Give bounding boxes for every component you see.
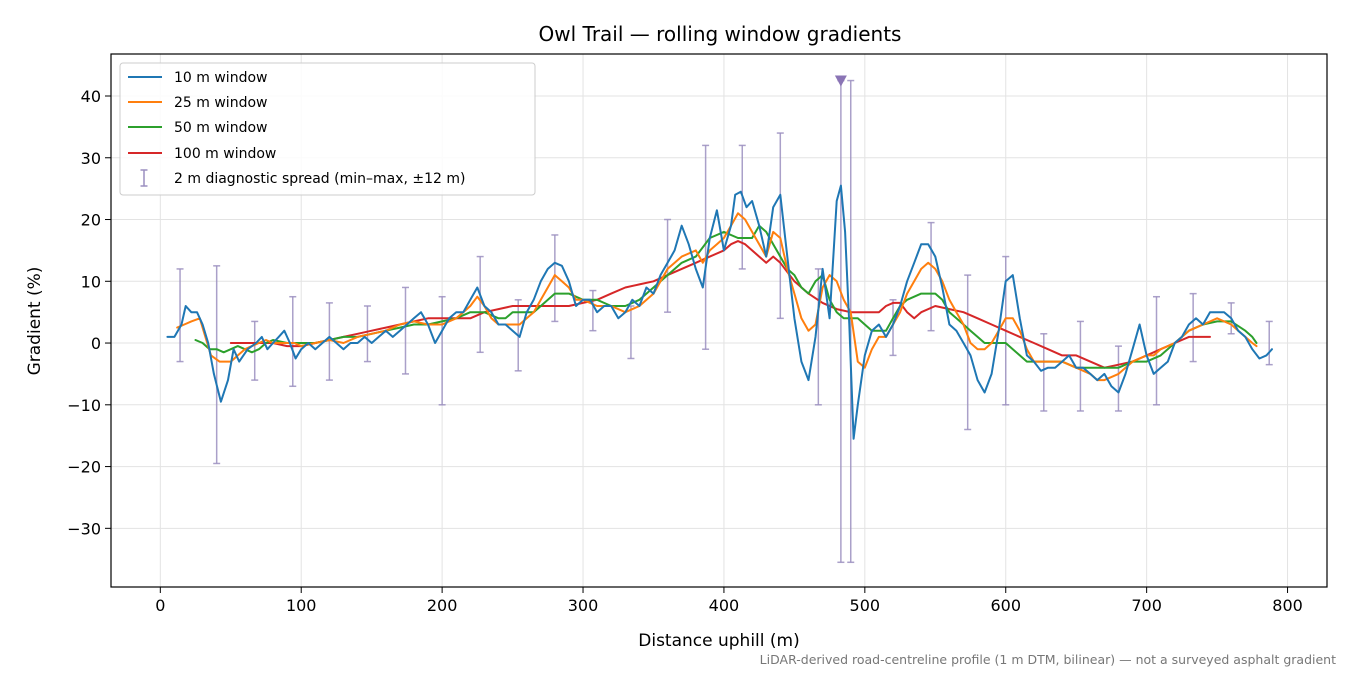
error-bar bbox=[176, 268, 184, 363]
error-bar bbox=[476, 255, 484, 354]
y-axis: −30 −20 −10 0 10 20 30 40 bbox=[67, 87, 111, 538]
error-bar bbox=[814, 268, 822, 406]
error-bar bbox=[589, 289, 597, 332]
x-tick-label: 700 bbox=[1131, 596, 1162, 615]
error-bar bbox=[702, 144, 710, 350]
x-tick-label: 0 bbox=[155, 596, 165, 615]
error-bar bbox=[889, 299, 897, 357]
error-bar bbox=[325, 302, 333, 381]
legend-label: 25 m window bbox=[174, 95, 267, 111]
error-bar bbox=[847, 79, 855, 564]
series-line bbox=[166, 184, 1273, 440]
y-tick-label: −10 bbox=[67, 396, 101, 415]
y-tick-label: 20 bbox=[81, 211, 101, 230]
error-bar bbox=[738, 144, 746, 270]
series-line bbox=[229, 240, 1211, 369]
marker-layer bbox=[834, 75, 847, 87]
x-axis-label: Distance uphill (m) bbox=[638, 631, 799, 651]
chart-title: Owl Trail — rolling window gradients bbox=[539, 22, 902, 46]
x-axis: 0 100 200 300 400 500 600 700 800 bbox=[155, 587, 1303, 615]
error-bar bbox=[551, 234, 559, 323]
y-axis-label: Gradient (%) bbox=[25, 267, 45, 376]
error-bar bbox=[1189, 292, 1197, 363]
y-tick-label: −20 bbox=[67, 458, 101, 477]
error-bar bbox=[1265, 320, 1273, 366]
error-bar bbox=[927, 221, 935, 332]
legend-frame bbox=[119, 62, 536, 196]
y-tick-label: 10 bbox=[81, 272, 101, 291]
y-tick-label: −30 bbox=[67, 519, 101, 538]
y-tick-label: 0 bbox=[91, 334, 101, 353]
plot-frame bbox=[110, 53, 1328, 588]
error-bar bbox=[1114, 345, 1122, 412]
error-bar bbox=[664, 218, 672, 313]
error-bar bbox=[401, 286, 409, 375]
legend-label: 2 m diagnostic spread (min–max, ±12 m) bbox=[174, 171, 465, 187]
x-tick-label: 800 bbox=[1272, 596, 1303, 615]
y-tick-label: 30 bbox=[81, 149, 101, 168]
legend-label: 100 m window bbox=[174, 146, 276, 162]
legend: 10 m window 25 m window 50 m window 100 m w… bbox=[119, 62, 536, 196]
series-line bbox=[176, 212, 1258, 382]
x-tick-label: 100 bbox=[286, 596, 317, 615]
marker-triangle bbox=[834, 75, 847, 87]
legend-label: 50 m window bbox=[174, 120, 267, 136]
x-tick-label: 400 bbox=[709, 596, 740, 615]
error-bar bbox=[776, 132, 784, 320]
y-tick-label: 40 bbox=[81, 87, 101, 106]
error-bar bbox=[438, 295, 446, 406]
legend-label: 10 m window bbox=[174, 70, 267, 86]
error-bar bbox=[1076, 320, 1084, 412]
x-tick-label: 500 bbox=[850, 596, 881, 615]
x-tick-label: 300 bbox=[568, 596, 599, 615]
error-bar bbox=[627, 305, 635, 360]
series-line bbox=[194, 224, 1258, 369]
footnote: LiDAR-derived road-centreline profile (1… bbox=[760, 652, 1336, 667]
series-lines bbox=[166, 184, 1273, 440]
error-bar bbox=[289, 295, 297, 388]
x-tick-label: 200 bbox=[427, 596, 458, 615]
error-bar bbox=[837, 79, 845, 564]
error-bar bbox=[213, 265, 221, 465]
x-tick-label: 600 bbox=[990, 596, 1021, 615]
grid bbox=[111, 54, 1327, 587]
